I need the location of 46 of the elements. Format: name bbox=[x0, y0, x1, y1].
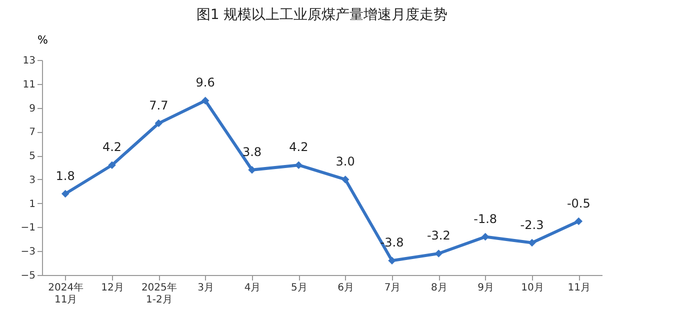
y-tick-label: −3 bbox=[20, 246, 36, 258]
x-tick-label: 11月 bbox=[568, 282, 591, 294]
y-tick-label: −5 bbox=[20, 270, 36, 282]
y-tick-label: 9 bbox=[29, 103, 36, 114]
data-label: -0.5 bbox=[566, 196, 590, 210]
point bbox=[528, 238, 536, 247]
point bbox=[61, 190, 70, 198]
y-tick-label: 1 bbox=[29, 198, 36, 210]
data-label: -2.3 bbox=[520, 218, 544, 232]
data-label: 3.0 bbox=[336, 154, 355, 168]
y-tick-label: 5 bbox=[29, 151, 36, 162]
x-tick-label: 12月 bbox=[101, 282, 124, 294]
point bbox=[434, 250, 443, 258]
x-tick-label: 4月 bbox=[244, 282, 261, 294]
data-label: 4.2 bbox=[289, 140, 308, 154]
point bbox=[201, 96, 210, 104]
data-label: -3.2 bbox=[426, 228, 450, 242]
x-tick-label: 5月 bbox=[290, 282, 308, 294]
x-tick-label: 8月 bbox=[430, 282, 448, 294]
y-tick-label: 13 bbox=[22, 56, 36, 66]
point bbox=[481, 232, 490, 241]
point bbox=[154, 119, 163, 128]
y-tick-label: 3 bbox=[29, 174, 36, 186]
point bbox=[388, 256, 396, 265]
data-label: 7.7 bbox=[149, 98, 168, 112]
x-tick-label: 7月 bbox=[384, 282, 401, 294]
data-label: 3.8 bbox=[242, 144, 262, 159]
chart-title: 图1 规模以上工业原煤产量增速月度走势 bbox=[196, 7, 448, 23]
y-tick-label: 11 bbox=[22, 79, 36, 90]
x-tick-label: 2025年 1-2月 bbox=[141, 282, 177, 306]
y-axis-title: % bbox=[38, 34, 48, 46]
data-label: 1.8 bbox=[56, 168, 75, 183]
x-tick-label: 9月 bbox=[478, 282, 494, 294]
data-label: -1.8 bbox=[474, 212, 498, 226]
data-label: 9.6 bbox=[196, 76, 215, 90]
point bbox=[248, 166, 256, 174]
data-label: 4.2 bbox=[102, 140, 122, 154]
point bbox=[108, 161, 116, 169]
y-tick-label: −1 bbox=[20, 222, 36, 234]
y-tick-label: 7 bbox=[29, 127, 36, 138]
x-tick-label: 6月 bbox=[338, 282, 354, 294]
x-tick-label: 2024年 11月 bbox=[48, 282, 84, 306]
x-tick-label: 3月 bbox=[198, 282, 214, 294]
x-tick-label: 10月 bbox=[521, 282, 544, 294]
point bbox=[574, 217, 583, 226]
point bbox=[341, 176, 350, 184]
